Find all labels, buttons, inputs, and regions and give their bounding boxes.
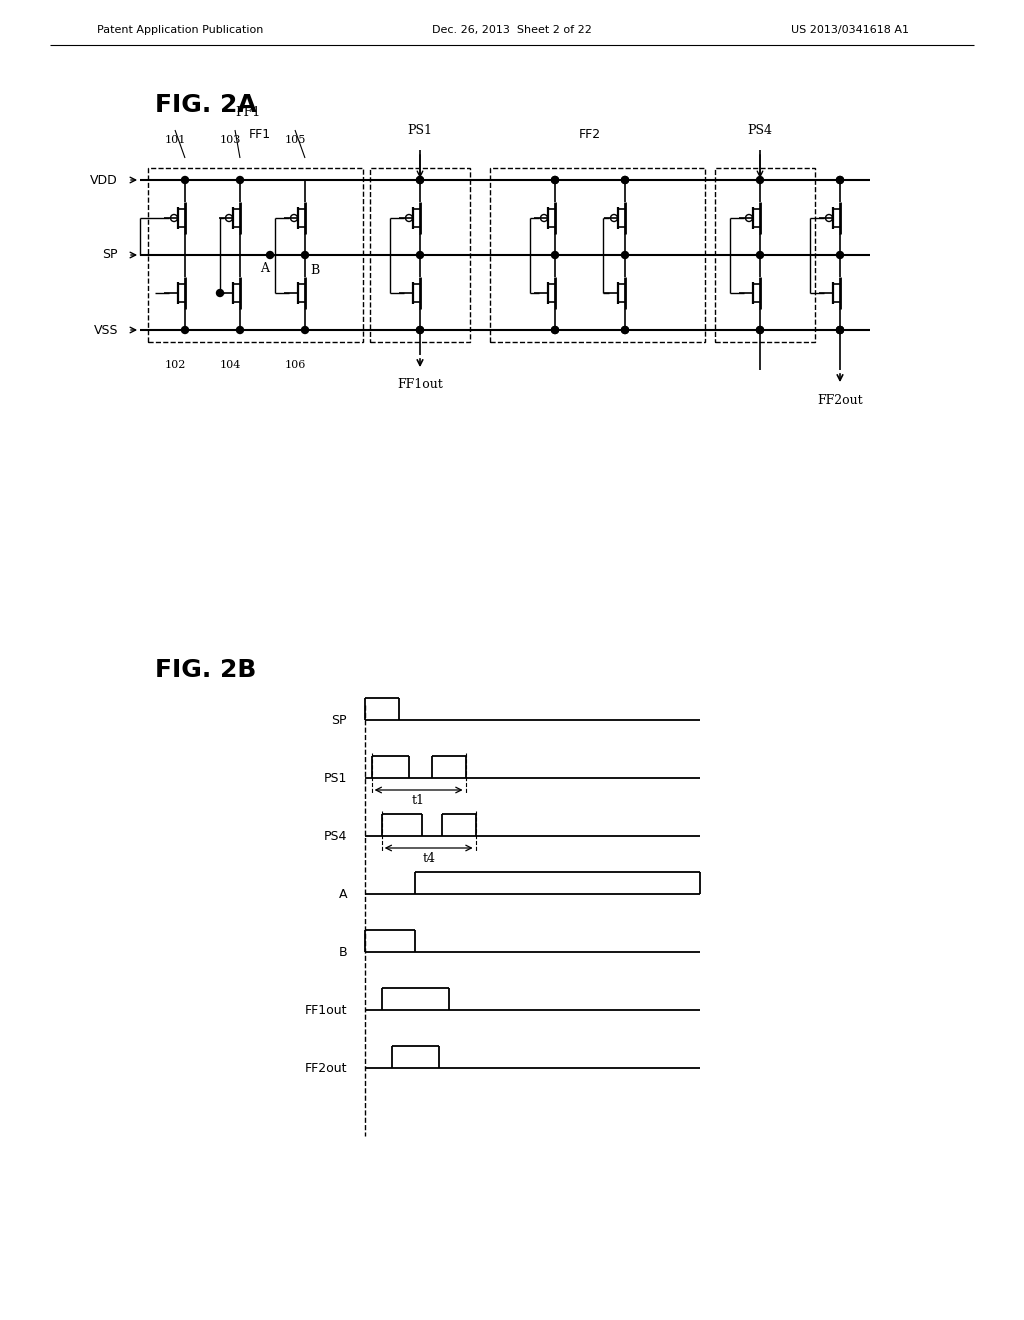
Text: FF2: FF2 [579, 128, 601, 141]
Text: B: B [338, 945, 347, 958]
Text: FF1out: FF1out [304, 1003, 347, 1016]
Text: Patent Application Publication: Patent Application Publication [97, 25, 263, 36]
Circle shape [837, 252, 844, 259]
Circle shape [417, 252, 424, 259]
Text: US 2013/0341618 A1: US 2013/0341618 A1 [791, 25, 909, 36]
Text: FF2out: FF2out [304, 1061, 347, 1074]
Circle shape [622, 177, 629, 183]
Circle shape [622, 326, 629, 334]
Circle shape [757, 252, 764, 259]
Bar [490, 168, 705, 342]
Circle shape [552, 326, 558, 334]
Text: B: B [310, 264, 319, 277]
Circle shape [837, 177, 844, 183]
Text: 103: 103 [219, 135, 241, 145]
Text: 106: 106 [285, 360, 306, 370]
Bar [148, 168, 362, 342]
Text: FF1out: FF1out [397, 379, 442, 392]
Bar [370, 168, 470, 342]
Circle shape [622, 252, 629, 259]
Bar [715, 168, 815, 342]
Circle shape [301, 326, 308, 334]
Circle shape [417, 326, 424, 334]
Text: 104: 104 [219, 360, 241, 370]
Circle shape [237, 177, 244, 183]
Text: FF1: FF1 [236, 106, 261, 119]
Text: VDD: VDD [90, 173, 118, 186]
Circle shape [837, 177, 844, 183]
Text: PS1: PS1 [408, 124, 432, 136]
Circle shape [552, 177, 558, 183]
Circle shape [181, 177, 188, 183]
Text: PS4: PS4 [324, 829, 347, 842]
Text: FF2out: FF2out [817, 393, 863, 407]
Circle shape [237, 326, 244, 334]
Text: FF1: FF1 [249, 128, 271, 141]
Circle shape [552, 252, 558, 259]
Text: SP: SP [102, 248, 118, 261]
Circle shape [757, 326, 764, 334]
Text: A: A [339, 887, 347, 900]
Text: PS1: PS1 [324, 771, 347, 784]
Circle shape [757, 326, 764, 334]
Circle shape [757, 177, 764, 183]
Circle shape [216, 289, 223, 297]
Circle shape [837, 326, 844, 334]
Circle shape [552, 177, 558, 183]
Text: 101: 101 [164, 135, 185, 145]
Circle shape [417, 177, 424, 183]
Circle shape [622, 177, 629, 183]
Circle shape [417, 177, 424, 183]
Circle shape [837, 326, 844, 334]
Circle shape [622, 326, 629, 334]
Circle shape [552, 326, 558, 334]
Text: FIG. 2A: FIG. 2A [155, 92, 257, 117]
Text: Dec. 26, 2013  Sheet 2 of 22: Dec. 26, 2013 Sheet 2 of 22 [432, 25, 592, 36]
Circle shape [301, 252, 308, 259]
Text: FIG. 2B: FIG. 2B [155, 657, 256, 682]
Text: 105: 105 [285, 135, 306, 145]
Text: PS4: PS4 [748, 124, 772, 136]
Circle shape [266, 252, 273, 259]
Circle shape [837, 326, 844, 334]
Text: t4: t4 [422, 851, 435, 865]
Text: 102: 102 [164, 360, 185, 370]
Text: A: A [260, 263, 269, 276]
Text: VSS: VSS [93, 323, 118, 337]
Circle shape [417, 326, 424, 334]
Circle shape [181, 326, 188, 334]
Text: t1: t1 [412, 793, 425, 807]
Text: SP: SP [332, 714, 347, 726]
